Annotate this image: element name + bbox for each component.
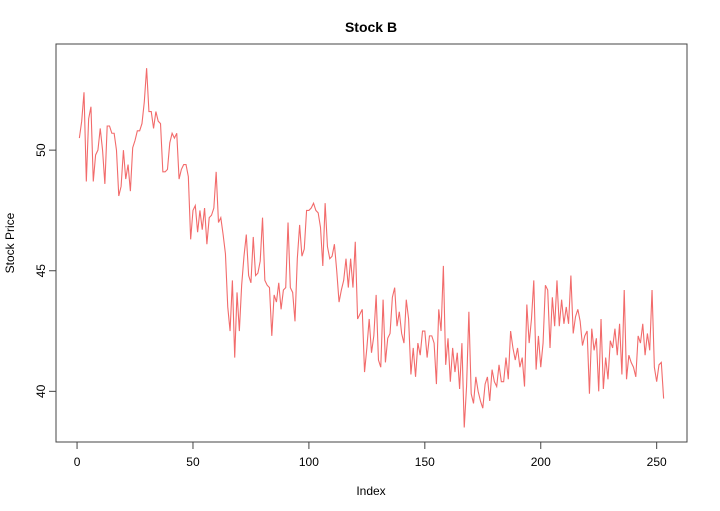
- y-tick-label: 40: [34, 384, 48, 398]
- x-tick-label: 100: [299, 455, 319, 469]
- x-tick-label: 200: [531, 455, 551, 469]
- y-axis-label: Stock Price: [3, 212, 17, 273]
- x-tick-label: 50: [186, 455, 200, 469]
- chart-title: Stock B: [345, 19, 397, 35]
- price-line: [78, 68, 665, 428]
- x-tick-label: 0: [74, 455, 81, 469]
- y-tick-label: 45: [34, 264, 48, 278]
- x-axis-label: Index: [356, 484, 385, 498]
- x-tick-label: 150: [415, 455, 435, 469]
- plot-box: [55, 43, 688, 443]
- x-tick-label: 250: [647, 455, 667, 469]
- y-tick-label: 50: [34, 143, 48, 157]
